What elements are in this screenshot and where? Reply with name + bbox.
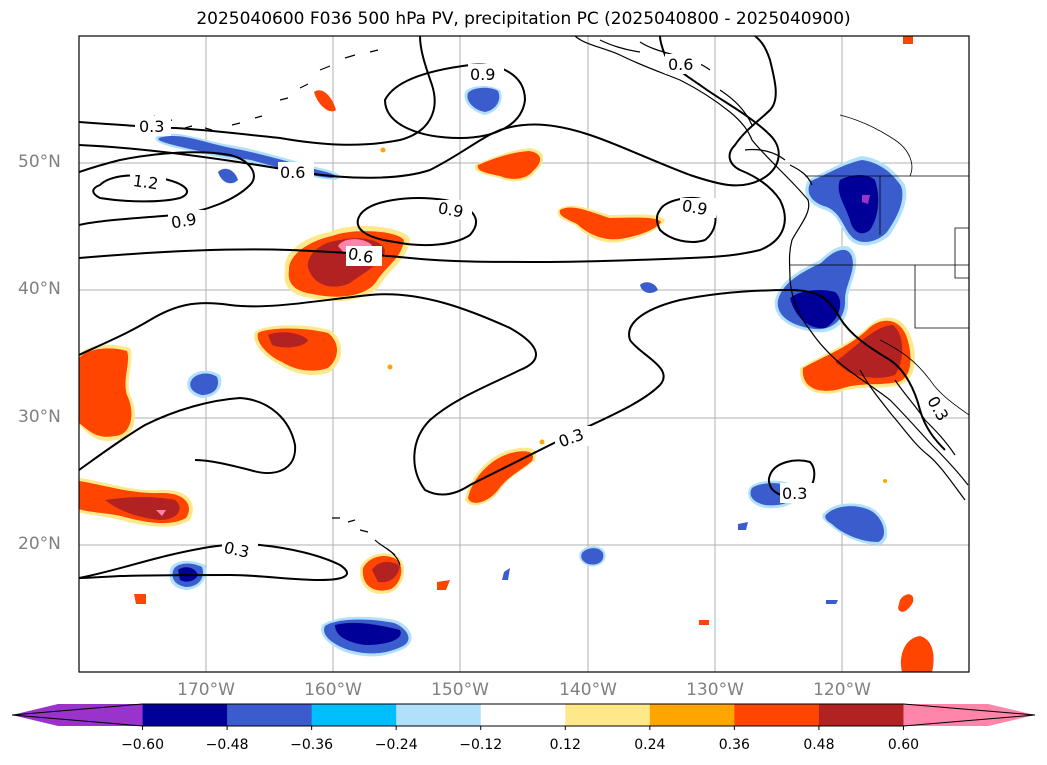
lon-label-120w: 120°W xyxy=(813,680,871,700)
lon-label-130w: 130°W xyxy=(686,680,744,700)
colorbar-tick-label: 0.12 xyxy=(549,737,581,753)
contour-label: 0.3 xyxy=(222,538,251,562)
colorbar-tick-label: 0.48 xyxy=(803,737,835,753)
colorbar-segment xyxy=(734,704,820,726)
contour-label: 0.6 xyxy=(280,163,305,182)
colorbar-tick-label: 0.36 xyxy=(718,737,750,753)
colorbar-tick-label: −0.12 xyxy=(459,737,503,753)
colorbar-tick-label: 0.60 xyxy=(887,737,920,753)
lat-label-30: 30°N xyxy=(18,407,61,427)
colorbar-tick-label: −0.48 xyxy=(205,737,249,753)
colorbar-tick-label: −0.60 xyxy=(121,737,164,753)
colorbar-segment xyxy=(396,704,482,726)
colorbar-segment xyxy=(818,704,904,726)
contour-label: 0.9 xyxy=(170,209,198,232)
colorbar-segment xyxy=(142,704,228,726)
colorbar-segment xyxy=(12,704,143,726)
contour-label: 0.3 xyxy=(782,484,807,503)
colorbar-segment xyxy=(480,704,566,726)
lat-label-40: 40°N xyxy=(18,279,61,299)
political-borders xyxy=(790,114,969,416)
colorbar-tick-label: −0.24 xyxy=(374,737,418,753)
map-frame xyxy=(78,35,970,673)
contour-label: 0.9 xyxy=(470,65,495,84)
lon-label-160w: 160°W xyxy=(304,680,362,700)
colorbar-segment xyxy=(565,704,651,726)
colorbar-segment xyxy=(649,704,735,726)
contour-label: 0.6 xyxy=(668,55,693,74)
map-background xyxy=(79,36,969,672)
contour-label: 1.2 xyxy=(132,171,160,193)
lon-label-150w: 150°W xyxy=(431,680,489,700)
colorbar-segment xyxy=(227,704,313,726)
contour-label: 0.9 xyxy=(437,198,465,221)
lon-label-170w: 170°W xyxy=(177,680,235,700)
colorbar xyxy=(11,703,1036,730)
contour-label: 0.6 xyxy=(347,244,375,267)
colorbar-segment xyxy=(903,704,1035,726)
colorbar-tick-label: 0.24 xyxy=(634,737,666,753)
colorbar-tick-label: −0.36 xyxy=(290,737,334,753)
lat-label-20: 20°N xyxy=(18,534,61,554)
colorbar-segment xyxy=(311,704,397,726)
contour-label: 0.3 xyxy=(139,117,164,136)
lat-label-50: 50°N xyxy=(18,152,61,172)
figure-title: 2025040600 F036 500 hPa PV, precipitatio… xyxy=(196,9,851,29)
pv-contours xyxy=(79,36,946,582)
contour-label: 0.9 xyxy=(681,196,709,219)
contour-labels: 0.3 1.2 0.9 0.6 0.9 0.6 0.9 0.6 0.9 0.3 … xyxy=(130,54,952,562)
lon-label-140w: 140°W xyxy=(559,680,617,700)
